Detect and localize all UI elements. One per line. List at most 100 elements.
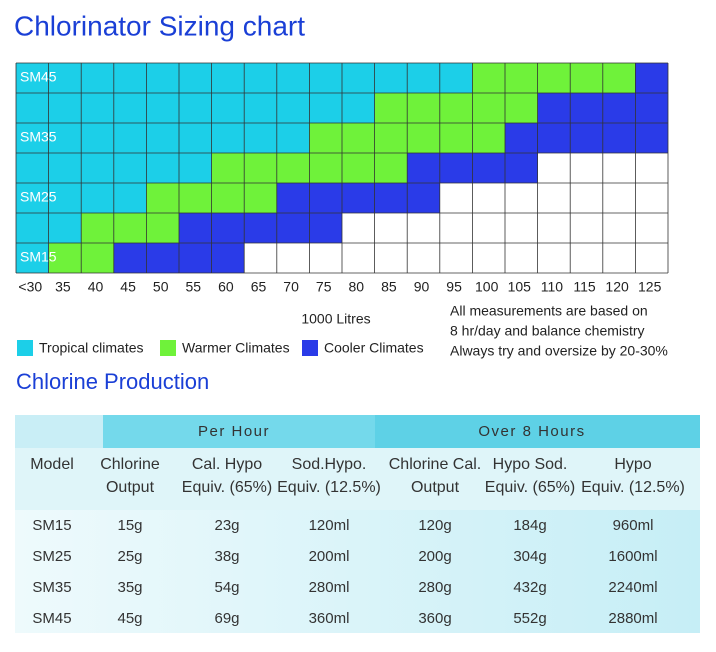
grid-cell [48,183,82,213]
grid-cell [179,213,212,243]
column-label: 80 [349,279,365,295]
column-label: 95 [446,279,462,295]
grid-cell [537,153,571,183]
table-title: Chlorine Production [16,369,209,394]
grid-cell [505,93,538,123]
grid-cell [48,63,82,93]
table-cell: 54g [214,579,239,596]
grid-cell [211,213,245,243]
table-cell: 120g [418,517,451,534]
column-label: 105 [508,279,532,295]
column-header: Hypo Sod. [493,456,568,473]
column-label: 90 [414,279,430,295]
grid-cell [570,93,603,123]
grid-cell [505,153,538,183]
grid-cell [602,123,636,153]
column-header: Equiv. (65%) [182,479,272,496]
grid-cell [211,63,245,93]
grid-cell [374,63,408,93]
note: Always try and oversize by 20-30% [450,343,668,359]
column-label: <30 [18,279,42,295]
grid-cell [211,243,245,273]
table-cell: SM15 [32,517,71,534]
legend-swatch [17,340,33,356]
grid-cell [309,183,342,213]
grid-cell [505,183,538,213]
grid-cell [81,123,114,153]
grid-cell [48,213,82,243]
table-cell: 2240ml [608,579,657,596]
row-label: SM15 [20,249,57,265]
column-header: Equiv. (12.5%) [277,479,381,496]
column-header-band [15,448,700,510]
grid-cell [81,243,114,273]
grid-cell [276,243,310,273]
grid-cell [342,63,375,93]
grid-cell [635,93,668,123]
grid-cell [635,63,668,93]
grid-cell [439,243,473,273]
grid-cell [146,213,179,243]
legend-swatch [160,340,176,356]
axis-label: 1000 Litres [301,311,370,327]
grid-cell [16,153,49,183]
grid-cell [505,123,538,153]
table-cell: 2880ml [608,610,657,627]
grid-cell [602,63,636,93]
grid-cell [407,63,440,93]
grid-cell [244,243,277,273]
grid-cell [374,213,408,243]
table-cell: SM25 [32,548,71,565]
grid-cell [16,183,49,213]
grid-cell [276,183,310,213]
column-header: Output [106,479,155,496]
grid-cell [602,243,636,273]
grid-cell [16,93,49,123]
grid-cell [602,93,636,123]
grid-cell [81,153,114,183]
grid-cell [570,183,603,213]
column-label: 40 [88,279,104,295]
table-cell: 1600ml [608,548,657,565]
grid-cell [146,153,179,183]
grid-cell [635,213,668,243]
header-corner [15,415,103,448]
grid-cell [407,243,440,273]
grid-cell [472,123,505,153]
grid-cell [146,123,179,153]
column-label: 70 [283,279,299,295]
column-header: Chlorine Cal. [389,456,481,473]
row-label: SM25 [20,189,57,205]
grid-cell [439,153,473,183]
grid-cell [211,93,245,123]
grid-cell [113,123,147,153]
column-label: 125 [638,279,662,295]
column-header: Model [30,456,74,473]
grid-cell [113,213,147,243]
grid-cell [179,243,212,273]
grid-cell [342,213,375,243]
grid-cell [602,213,636,243]
group-header [103,415,375,448]
grid-cell [374,93,408,123]
table-cell: 69g [214,610,239,627]
grid-cell [472,153,505,183]
column-label: 115 [573,279,596,295]
grid-cell [374,123,408,153]
grid-cell [309,63,342,93]
table-cell: 35g [117,579,142,596]
table-cell: 432g [513,579,546,596]
chart-title: Chlorinator Sizing chart [14,10,305,41]
column-label: 45 [120,279,136,295]
grid-cell [439,63,473,93]
grid-cell [342,123,375,153]
grid-cell [113,153,147,183]
column-label: 100 [475,279,499,295]
grid-cell [374,183,408,213]
grid-cell [276,63,310,93]
table-cell: 960ml [613,517,654,534]
row-label: SM35 [20,129,57,145]
grid-cell [537,183,571,213]
grid-cell [407,123,440,153]
